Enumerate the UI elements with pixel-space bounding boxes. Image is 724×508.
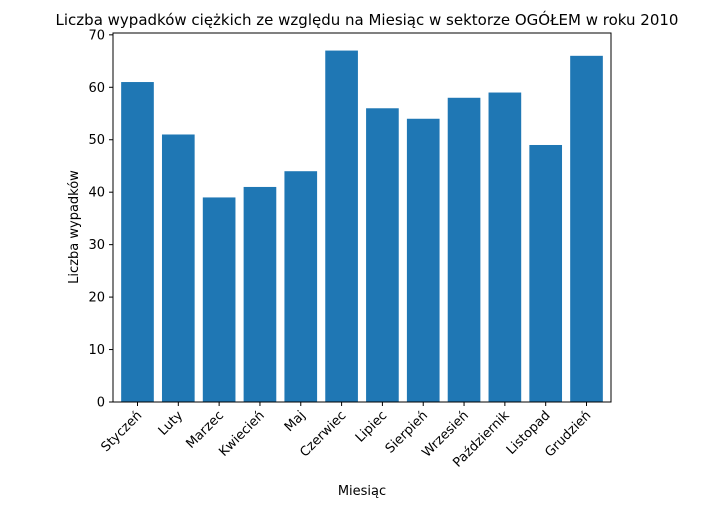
bar xyxy=(488,92,522,402)
bar xyxy=(325,50,358,402)
x-tick-label: Lipiec xyxy=(353,408,390,445)
bar xyxy=(570,55,603,402)
bar xyxy=(366,108,399,403)
y-tick-label: 70 xyxy=(88,28,105,43)
y-tick-label: 50 xyxy=(88,133,105,148)
x-tick-label: Luty xyxy=(156,408,187,439)
bar xyxy=(202,197,236,402)
bar xyxy=(529,144,563,403)
y-tick-label: 40 xyxy=(88,186,105,201)
x-tick-label: Styczeń xyxy=(98,408,145,455)
bar xyxy=(406,118,440,402)
y-axis-label: Liczba wypadków xyxy=(67,170,82,284)
bar xyxy=(121,82,154,402)
bar xyxy=(284,171,318,402)
x-axis-label: Miesiąc xyxy=(338,484,386,499)
chart-title: Liczba wypadków ciężkich ze względu na M… xyxy=(56,10,679,29)
bar xyxy=(447,97,481,402)
y-tick-label: 0 xyxy=(97,396,105,411)
x-tick-label: Maj xyxy=(282,408,309,435)
bar xyxy=(243,186,277,402)
y-tick-label: 60 xyxy=(88,81,105,96)
bar xyxy=(161,134,195,403)
y-tick-label: 10 xyxy=(88,343,105,358)
y-tick-label: 30 xyxy=(88,238,105,253)
y-tick-label: 20 xyxy=(88,291,105,306)
plot-frame xyxy=(112,32,612,403)
